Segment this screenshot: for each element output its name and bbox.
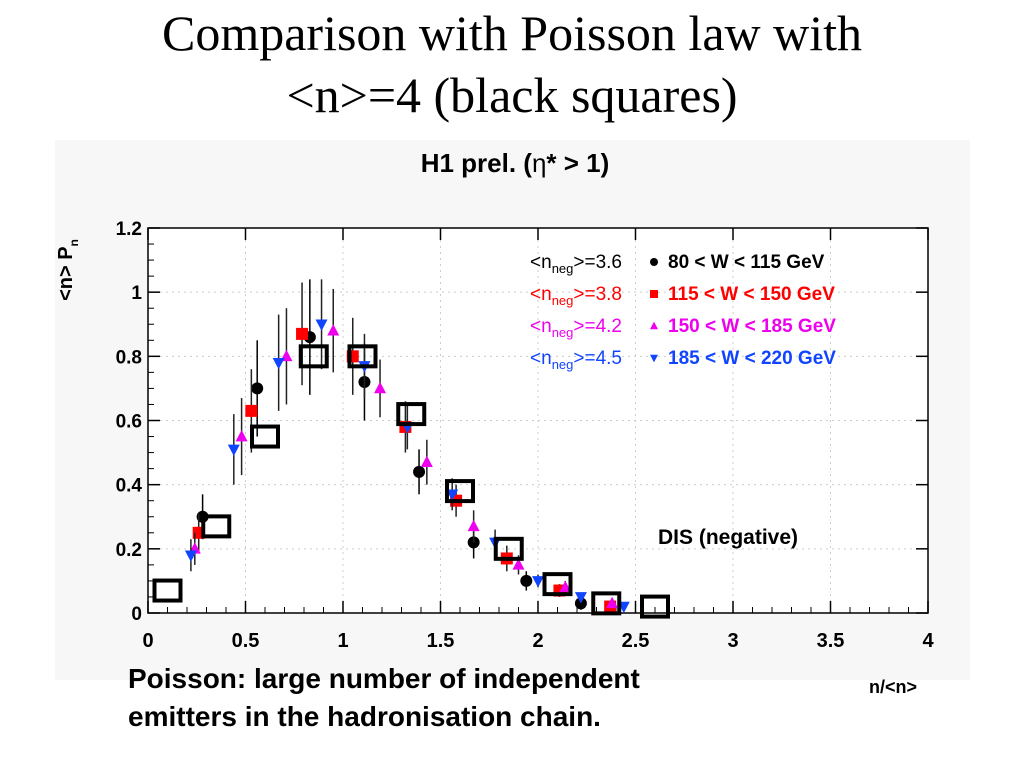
data-point xyxy=(374,381,387,394)
chart-title-eta: η xyxy=(532,148,546,178)
data-point xyxy=(296,327,309,340)
legend-series-name: 80 < W < 115 GeV xyxy=(668,252,825,273)
data-point xyxy=(235,429,248,442)
poisson-point xyxy=(542,572,573,597)
x-tick-label: 3.5 xyxy=(817,630,845,652)
data-series xyxy=(184,279,630,614)
y-tick-labels: 0 0.2 0.4 0.6 0.8 1 1.2 xyxy=(116,219,143,625)
legend-entry: <nneg>=3.8 115 < W < 150 GeV xyxy=(530,284,835,308)
legend-mean-label: <nneg>=4.5 xyxy=(530,348,622,372)
grid xyxy=(148,228,928,613)
data-point xyxy=(272,357,285,370)
data-point xyxy=(446,489,459,501)
chart-title-rest: * > 1) xyxy=(546,148,609,178)
poisson-point xyxy=(298,344,329,369)
legend-mean-label: <nneg>=3.8 xyxy=(530,284,622,308)
poisson-point xyxy=(250,424,280,449)
legend: <nneg>=3.6 80 < W < 115 GeV <nneg>=3.8 115 … xyxy=(530,252,836,372)
y-axis-label-sub: n xyxy=(67,239,81,246)
data-point xyxy=(420,455,433,468)
x-tick-labels: 0 0.5 1 1.5 2 2.5 3 3.5 4 xyxy=(142,630,934,652)
legend-marker xyxy=(650,290,658,298)
x-tick-label: 2 xyxy=(532,630,543,652)
data-point xyxy=(227,444,240,456)
slide-title-line-2: <n>=4 (black squares) xyxy=(286,67,738,123)
y-axis-label-main: <n> P xyxy=(55,246,77,300)
data-point xyxy=(512,558,525,570)
data-point xyxy=(532,576,544,588)
poisson-point xyxy=(152,578,183,603)
slide-title: Comparison with Poisson law with <n>=4 (… xyxy=(0,2,1024,126)
x-axis-label: n/<n> xyxy=(869,677,917,697)
data-point xyxy=(574,592,587,604)
data-point xyxy=(245,404,258,417)
y-axis-label: <n> Pn xyxy=(55,239,81,301)
x-tick-label: 0.5 xyxy=(232,630,260,652)
legend-series-name: 185 < W < 220 GeV xyxy=(668,348,836,369)
data-point xyxy=(520,574,533,587)
poisson-point xyxy=(591,591,622,616)
x-tick-label: 3 xyxy=(727,630,738,652)
data-point xyxy=(413,465,426,478)
y-tick-label: 0.4 xyxy=(116,476,143,497)
data-point xyxy=(315,319,328,331)
data-point xyxy=(327,324,340,336)
data-point xyxy=(606,596,619,609)
x-tick-label: 2.5 xyxy=(622,630,650,652)
poisson-point xyxy=(396,402,427,427)
caption: Poisson: large number of independent emi… xyxy=(128,660,828,736)
x-tick-label: 1.5 xyxy=(427,630,455,652)
chart-title: H1 prel. (η* > 1) xyxy=(421,148,610,178)
y-tick-label: 0 xyxy=(131,604,142,625)
legend-marker xyxy=(650,258,658,266)
y-tick-label: 0.2 xyxy=(116,540,142,561)
x-tick-label: 4 xyxy=(922,630,934,652)
data-point xyxy=(467,519,480,532)
legend-entry: <nneg>=3.6 80 < W < 115 GeV xyxy=(530,252,825,276)
y-tick-label: 1 xyxy=(131,283,142,304)
data-point xyxy=(559,580,572,593)
x-tick-label: 0 xyxy=(142,630,153,652)
legend-entry: <nneg>=4.2 150 < W < 185 GeV xyxy=(530,316,836,340)
y-tick-label: 0.8 xyxy=(116,347,142,368)
poisson-series xyxy=(152,344,670,619)
legend-series-name: 115 < W < 150 GeV xyxy=(668,284,835,305)
y-tick-label: 0.6 xyxy=(116,412,142,433)
caption-line-2: emitters in the hadronisation chain. xyxy=(128,701,601,732)
poisson-point xyxy=(201,514,232,539)
legend-series-name: 150 < W < 185 GeV xyxy=(668,316,836,337)
x-tick-label: 1 xyxy=(337,630,348,652)
data-point xyxy=(184,550,197,562)
slide-title-line-1: Comparison with Poisson law with xyxy=(161,5,863,61)
annotation-dis: DIS (negative) xyxy=(658,526,798,549)
y-tick-label: 1.2 xyxy=(116,219,142,240)
caption-line-1: Poisson: large number of independent xyxy=(128,663,640,694)
poisson-point xyxy=(493,536,524,561)
poisson-point xyxy=(445,479,475,504)
poisson-point xyxy=(640,594,670,619)
legend-mean-label: <nneg>=4.2 xyxy=(530,316,622,340)
axis-ticks xyxy=(147,227,929,614)
legend-marker xyxy=(650,321,658,330)
legend-entry: <nneg>=4.5 185 < W < 220 GeV xyxy=(530,348,836,372)
legend-marker xyxy=(650,354,658,363)
legend-mean-label: <nneg>=3.6 xyxy=(530,252,622,276)
data-point xyxy=(251,382,264,395)
chart-title-main: H1 prel. ( xyxy=(421,148,533,178)
poisson-point xyxy=(347,344,378,369)
